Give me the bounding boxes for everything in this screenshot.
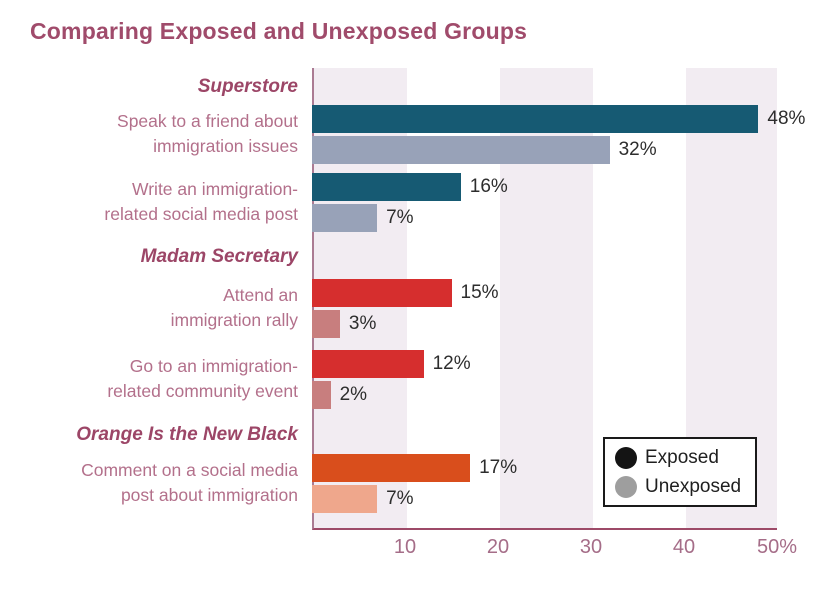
unexposed-value-label: 3%: [348, 313, 377, 334]
unexposed-value-label: 7%: [386, 488, 414, 509]
bar-pair-row: Comment on a social media post about immi…: [0, 454, 840, 513]
exposed-bar-line: 12%: [312, 350, 840, 378]
category-label-line: immigration issues: [153, 136, 298, 156]
legend-label: Exposed: [645, 446, 719, 468]
unexposed-bar: [312, 310, 340, 338]
unexposed-value-label: 32%: [618, 139, 657, 160]
bar-pair-row: Speak to a friend about immigration issue…: [0, 105, 840, 164]
unexposed-value-label: 7%: [386, 207, 414, 228]
x-tick-label: 20: [486, 536, 510, 558]
bar-pair: 17% 7%: [312, 454, 840, 513]
bar-pair-row: Attend an immigration rally 15% 3%: [0, 279, 840, 338]
plot-area: Superstore Speak to a friend about immigra…: [0, 68, 840, 558]
category-label-line: Write an immigration-: [132, 179, 298, 199]
category-label-line: related community event: [107, 381, 298, 401]
x-tick-label: 10: [393, 536, 417, 558]
group-title-label: Madam Secretary: [140, 246, 298, 267]
bar-pair-row: Write an immigration-related social medi…: [0, 173, 840, 232]
unexposed-bar: [312, 485, 378, 513]
unexposed-bar: [312, 136, 610, 164]
bar-rows: Superstore Speak to a friend about immigra…: [0, 68, 840, 513]
category-label: Write an immigration-related social medi…: [0, 173, 298, 232]
exposed-value-label: 17%: [479, 457, 518, 478]
exposed-swatch-icon: [615, 446, 637, 469]
unexposed-bar: [312, 204, 378, 232]
category-label-line: Attend an: [223, 285, 298, 305]
x-tick-label: 30: [579, 536, 603, 558]
group-header-row: Superstore: [0, 74, 840, 100]
x-tick-label: 40: [672, 536, 696, 558]
unexposed-bar-line: 32%: [312, 136, 840, 164]
exposed-bar: [312, 454, 471, 482]
exposed-value-label: 48%: [767, 108, 806, 129]
bar-pair: 16% 7%: [312, 173, 840, 232]
exposed-bar-line: 16%: [312, 173, 840, 201]
category-label: Go to an immigration-related community e…: [0, 350, 298, 409]
exposed-value-label: 15%: [460, 282, 499, 303]
unexposed-bar-line: 3%: [312, 310, 840, 338]
bar-pair-row: Go to an immigration-related community e…: [0, 350, 840, 409]
group-title-label: Orange Is the New Black: [76, 424, 298, 445]
unexposed-value-label: 2%: [339, 384, 368, 405]
category-label: Attend an immigration rally: [0, 279, 298, 338]
exposed-bar-line: 48%: [312, 105, 840, 133]
category-label-line: Comment on a social media: [81, 460, 298, 480]
unexposed-bar: [312, 381, 331, 409]
bar-pair: 48% 32%: [312, 105, 840, 164]
group-header-row: Orange Is the New Black: [0, 422, 840, 448]
legend-label: Unexposed: [645, 475, 742, 497]
unexposed-bar-line: 7%: [312, 485, 840, 513]
x-axis-tick-labels: 10 20 30 40 50%: [312, 536, 797, 564]
exposed-value-label: 16%: [469, 176, 508, 197]
unexposed-swatch-icon: [615, 475, 637, 498]
category-label-line: related social media post: [104, 204, 298, 224]
category-label-line: Go to an immigration-: [129, 356, 298, 376]
exposed-bar: [312, 173, 461, 201]
category-label-line: post about immigration: [120, 485, 298, 505]
legend: Exposed Unexposed: [603, 437, 757, 507]
exposed-bar: [312, 350, 424, 378]
unexposed-bar-line: 7%: [312, 204, 840, 232]
category-label: Comment on a social media post about immi…: [0, 454, 298, 513]
group-header-row: Madam Secretary: [0, 244, 840, 270]
exposed-value-label: 12%: [432, 353, 471, 374]
exposed-bar: [312, 105, 759, 133]
exposed-bar-line: 17%: [312, 454, 840, 482]
legend-item-exposed: Exposed: [615, 446, 745, 470]
x-tick-label: 50%: [756, 536, 798, 558]
category-label-line: immigration rally: [170, 310, 298, 330]
exposed-bar-line: 15%: [312, 279, 840, 307]
unexposed-bar-line: 2%: [312, 381, 840, 409]
legend-item-unexposed: Unexposed: [615, 475, 745, 499]
category-label-line: Speak to a friend about: [117, 111, 298, 131]
bar-pair: 15% 3%: [312, 279, 840, 338]
category-label: Speak to a friend about immigration issue…: [0, 105, 298, 164]
bar-pair: 12% 2%: [312, 350, 840, 409]
chart-title: Comparing Exposed and Unexposed Groups: [30, 18, 528, 44]
group-title-label: Superstore: [197, 76, 298, 97]
exposed-bar: [312, 279, 452, 307]
